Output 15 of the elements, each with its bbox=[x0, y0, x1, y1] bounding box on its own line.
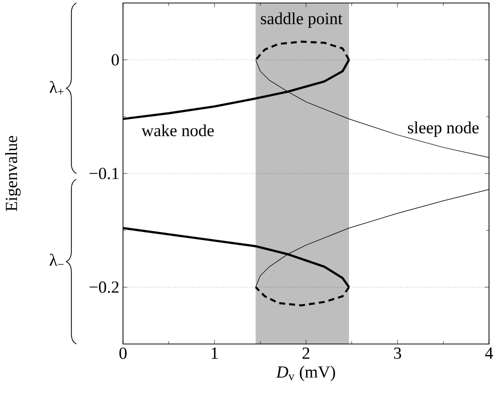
annotation: saddle point bbox=[260, 12, 342, 28]
x-tick-label: 3 bbox=[394, 348, 402, 359]
x-axis-title: D$_{v}$ (mV) bbox=[276, 366, 336, 382]
x-tick-label: 2 bbox=[302, 348, 310, 359]
y-tick-label: −0.1 bbox=[90, 168, 118, 180]
y-tick-label: 0 bbox=[112, 54, 119, 66]
text: λ$_{−}$ bbox=[50, 254, 64, 266]
y-tick-label: −0.2 bbox=[90, 281, 119, 293]
x-tick-label: 0 bbox=[119, 348, 127, 359]
text: λ$_{+}$ bbox=[50, 81, 64, 94]
annotation: sleep node bbox=[408, 121, 479, 137]
annotation: wake node bbox=[141, 124, 214, 136]
y-axis-title: Eigenvalue bbox=[5, 136, 21, 212]
x-tick-label: 4 bbox=[485, 348, 493, 359]
x-tick-label: 1 bbox=[212, 348, 218, 359]
